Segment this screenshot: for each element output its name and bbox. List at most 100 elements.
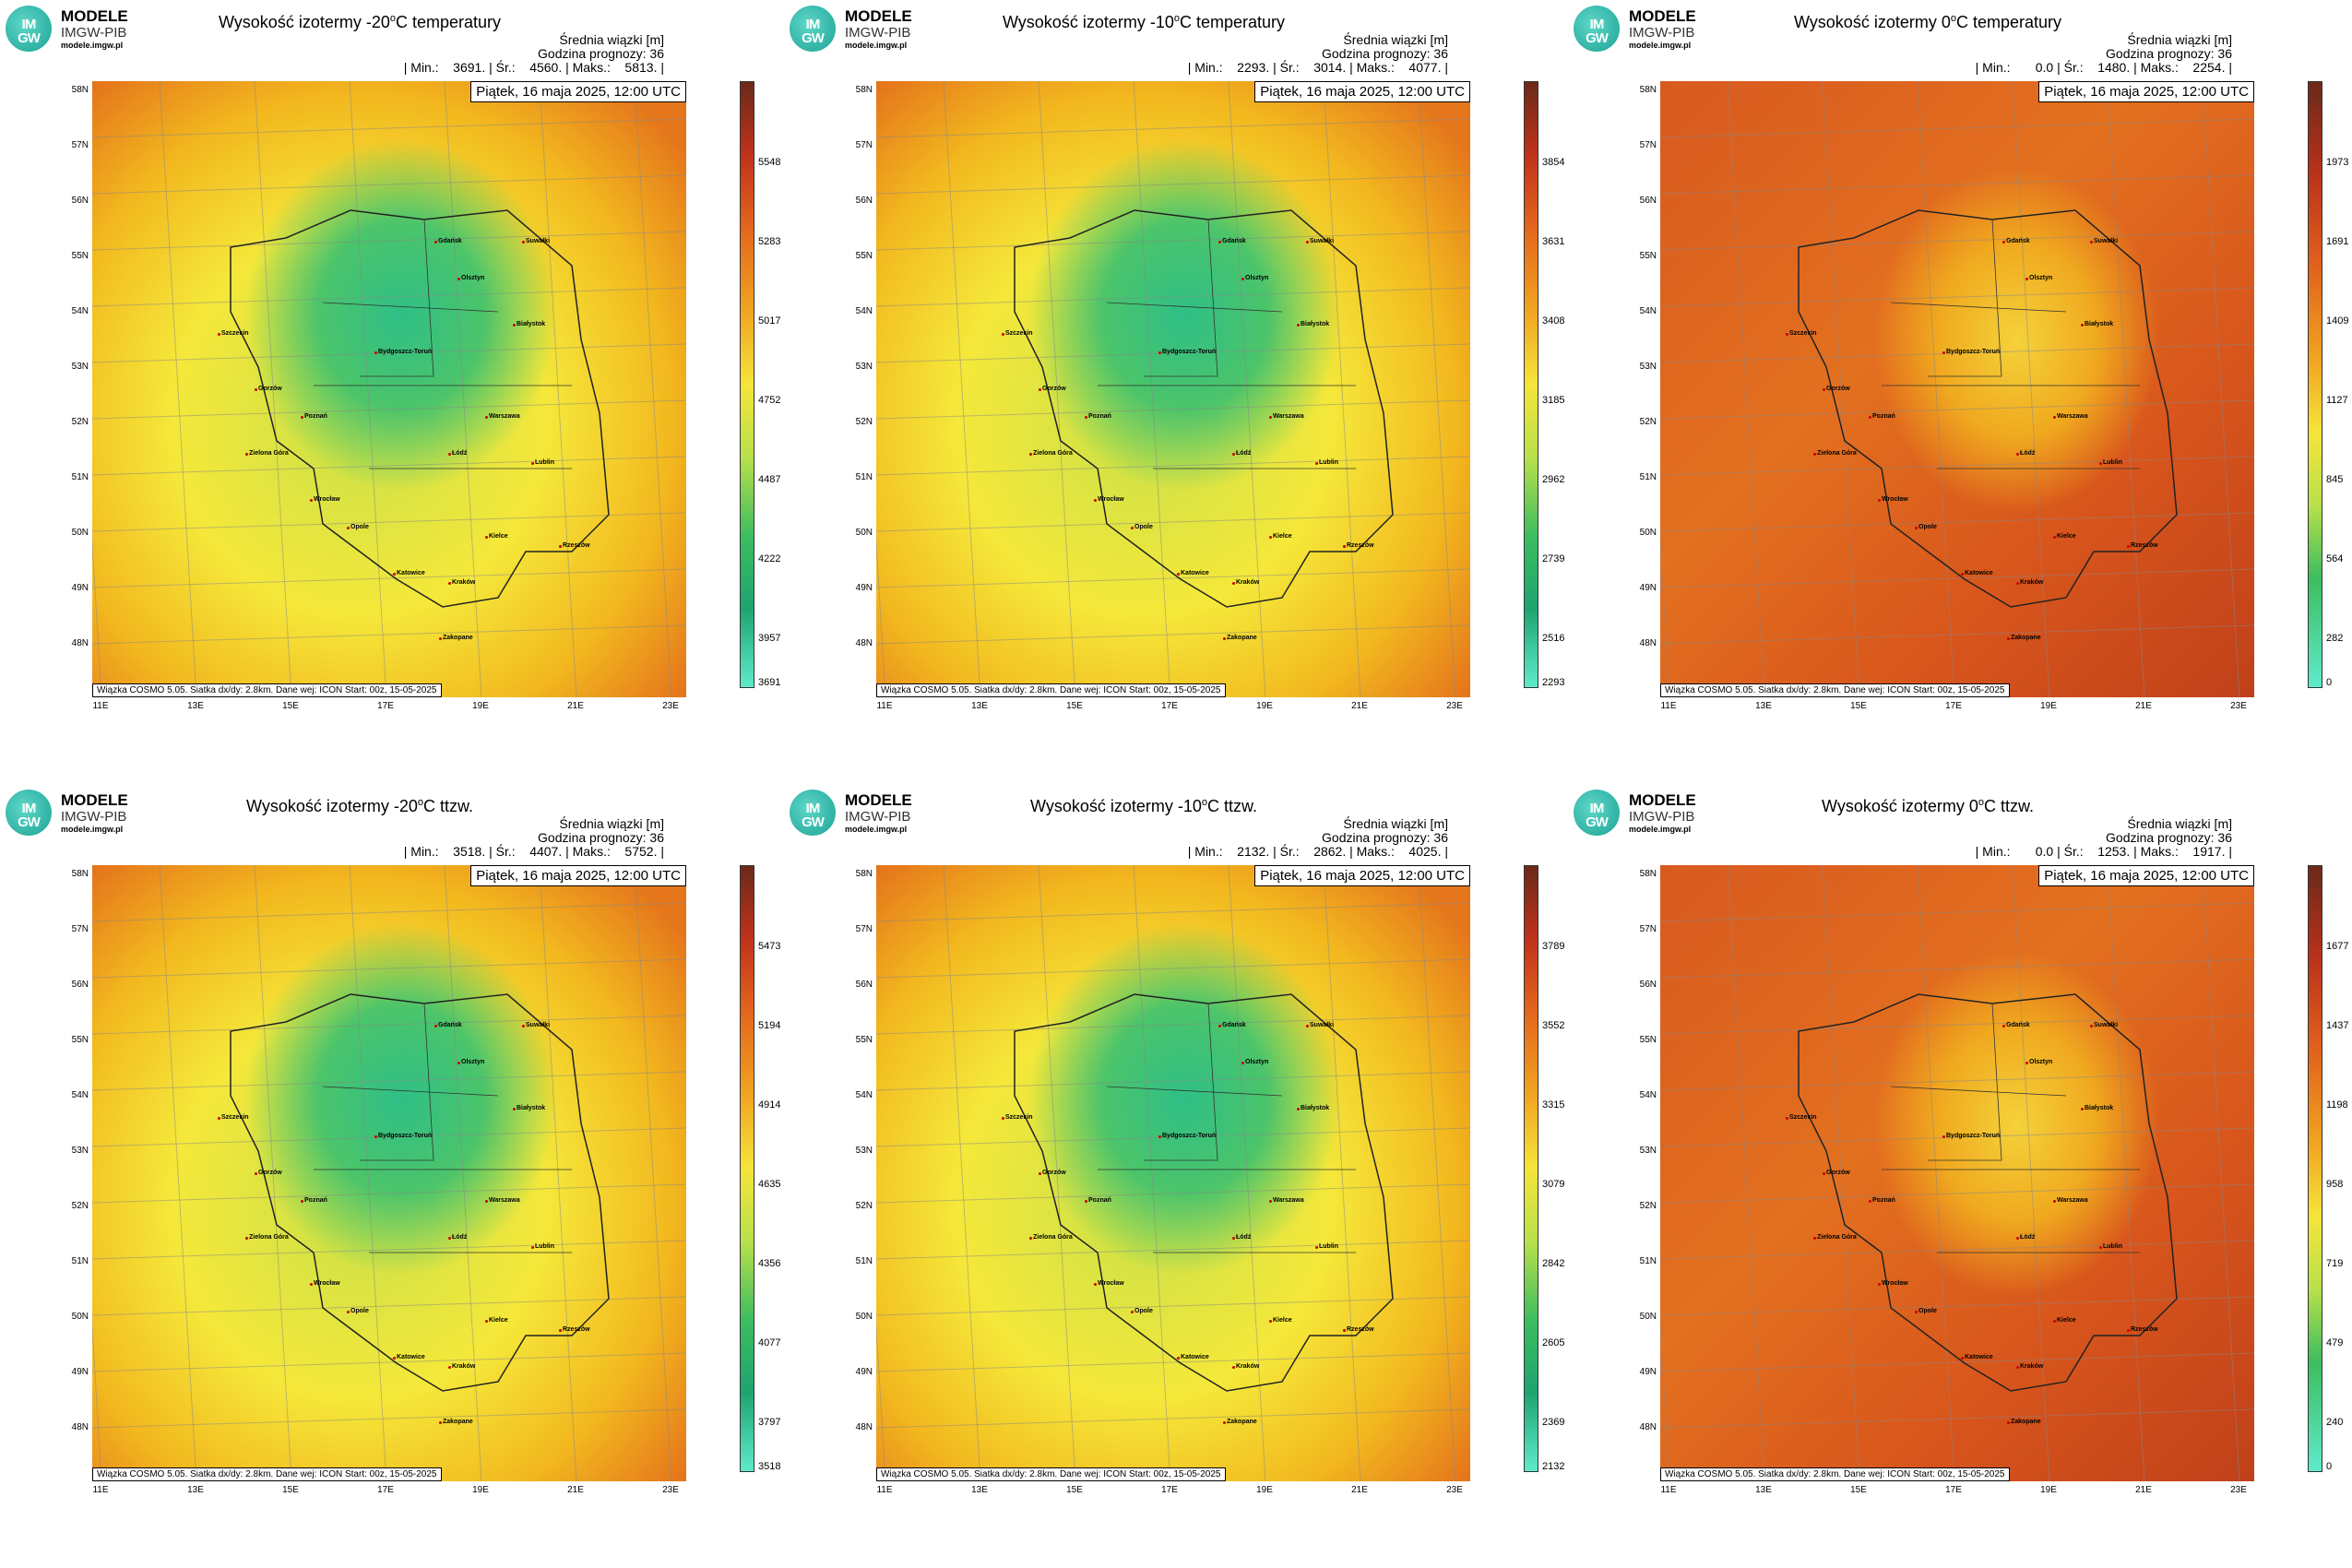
lon-tick: 23E (1446, 1485, 1463, 1495)
lat-line (876, 1240, 1470, 1260)
lon-tick: 19E (1256, 701, 1273, 711)
lon-tick: 17E (377, 1485, 394, 1495)
lat-line (1660, 1071, 2254, 1091)
lat-tick: 48N (855, 638, 873, 648)
city-label: Lublin (1315, 1243, 1338, 1250)
lon-tick: 15E (1066, 701, 1083, 711)
lon-line (2012, 81, 2050, 697)
logo-url: modele.imgw.pl (61, 825, 124, 834)
graticule (1660, 81, 2254, 697)
lon-line (1727, 865, 1765, 1481)
lat-tick: 54N (71, 306, 89, 316)
stats-block: Średnia wiązki [m] Godzina prognozy: 36 | … (1188, 817, 1448, 859)
colorbar-label: 0 (2326, 1461, 2333, 1472)
lat-line (92, 456, 686, 476)
city-label: Suwałki (1305, 238, 1335, 244)
map-area: Gdańsk Olsztyn Suwałki Białystok Szczecin Byd… (876, 81, 1470, 697)
lon-tick: 15E (1850, 701, 1867, 711)
city-label: Wrocław (310, 496, 340, 503)
lat-line (92, 902, 686, 922)
forecast-date: Piątek, 16 maja 2025, 12:00 UTC (1254, 81, 1470, 102)
lat-line (1660, 1240, 2254, 1260)
lon-tick: 13E (1755, 701, 1772, 711)
city-label: Zakopane (1223, 1419, 1257, 1425)
colorbar-label: 2293 (1542, 677, 1565, 688)
logo-subtitle: IMGW-PIB (845, 25, 911, 41)
lon-line (2202, 865, 2240, 1481)
city-label: Warszawa (2053, 1197, 2088, 1204)
city-label: Szczecin (1002, 330, 1033, 337)
lat-tick: 51N (1639, 472, 1657, 482)
lat-tick: 58N (1639, 85, 1657, 95)
map-panel-4: IM GW MODELE IMGW-PIB modele.imgw.pl Wysokość… (0, 784, 780, 1550)
lon-tick: 11E (1660, 701, 1677, 711)
voivodeship-borders (1882, 1003, 2140, 1253)
colorbar-label: 4487 (758, 474, 781, 485)
city-label: Zakopane (2007, 1419, 2041, 1425)
lon-line (1418, 865, 1456, 1481)
colorbar-label: 2605 (1542, 1337, 1565, 1348)
city-label: Gdańsk (434, 238, 462, 244)
lon-line (539, 865, 577, 1481)
lon-line (876, 535, 886, 697)
panel-title: Wysokość izotermy 0oC ttzw. (1734, 797, 2121, 816)
logo-url: modele.imgw.pl (845, 41, 908, 50)
lat-tick: 55N (1639, 1035, 1657, 1045)
voivodeship-borders (1098, 1003, 1356, 1253)
lon-tick: 15E (1850, 1485, 1867, 1495)
city-label: Bydgoszcz-Toruń (1158, 349, 1217, 355)
lon-line (254, 81, 292, 697)
lon-line (2107, 865, 2145, 1481)
imgw-logo: IM GW MODELE IMGW-PIB modele.imgw.pl (790, 790, 937, 836)
lat-tick: 49N (855, 583, 873, 593)
lat-line (876, 958, 1470, 979)
stats-block: Średnia wiązki [m] Godzina prognozy: 36 | … (1976, 817, 2232, 859)
city-label: Olsztyn (457, 275, 485, 281)
lat-line (1660, 958, 2254, 979)
lat-tick: 53N (71, 1146, 89, 1156)
city-label: Rzeszów (2127, 542, 2158, 549)
colorbar-label: 1409 (2326, 315, 2349, 327)
city-label: Gorzów (1039, 1170, 1066, 1176)
lon-tick: 17E (1161, 1485, 1178, 1495)
forecast-date: Piątek, 16 maja 2025, 12:00 UTC (470, 865, 686, 886)
lat-tick: 57N (855, 924, 873, 934)
lat-tick: 49N (71, 1367, 89, 1377)
lat-line (876, 174, 1470, 195)
logo-subtitle: IMGW-PIB (1629, 809, 1695, 825)
logo-mark-bottom: GW (18, 30, 41, 46)
city-label: Olsztyn (2025, 275, 2053, 281)
lon-line (444, 865, 482, 1481)
city-label: Kraków (447, 1363, 476, 1370)
graticule (92, 865, 686, 1481)
city-label: Lublin (531, 1243, 554, 1250)
city-label: Zakopane (439, 1419, 473, 1425)
imgw-logo: IM GW MODELE IMGW-PIB modele.imgw.pl (1574, 6, 1721, 52)
poland-border (230, 209, 610, 608)
city-label: Rzeszów (1343, 1326, 1374, 1333)
colorbar-label: 3518 (758, 1461, 781, 1472)
city-label: Białystok (512, 321, 546, 327)
lon-line (1660, 1319, 1670, 1481)
lat-tick: 58N (71, 85, 89, 95)
lon-line (876, 1319, 886, 1481)
colorbar-label: 3691 (758, 677, 781, 688)
city-label: Zielona Góra (1029, 1234, 1073, 1241)
lat-line (1660, 399, 2254, 420)
lat-line (1660, 568, 2254, 588)
lon-tick: 17E (1945, 701, 1962, 711)
lon-tick: 11E (1660, 1485, 1677, 1495)
lat-line (92, 287, 686, 307)
forecast-hour: Godzina prognozy: 36 (1322, 830, 1448, 845)
lon-line (1133, 865, 1171, 1481)
colorbar (740, 865, 754, 1472)
city-label: Gorzów (1039, 386, 1066, 392)
lon-tick: 23E (2230, 701, 2247, 711)
city-label: Bydgoszcz-Toruń (1942, 349, 2001, 355)
colorbar-label: 4752 (758, 395, 781, 406)
colorbar-label: 564 (2326, 553, 2344, 564)
lon-line (1822, 81, 1860, 697)
title-prefix: Wysokość izotermy -20 (218, 13, 390, 31)
city-label: Poznań (301, 413, 327, 420)
lat-line (92, 118, 686, 138)
